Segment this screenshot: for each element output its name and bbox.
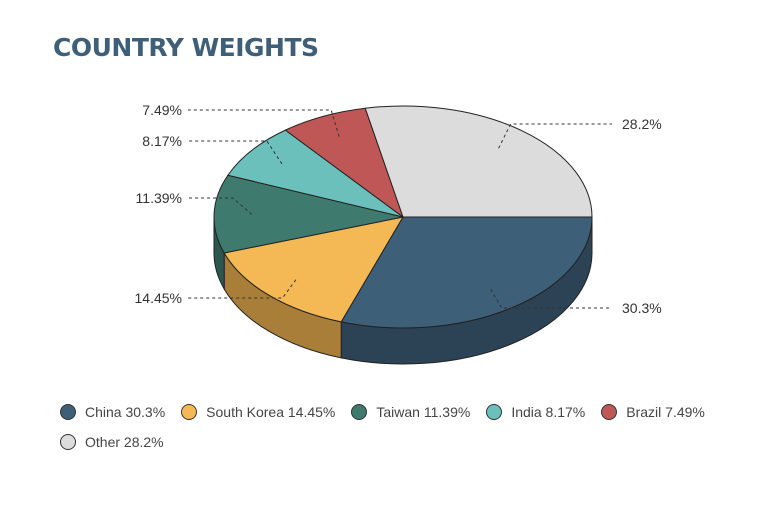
legend-label: Other 28.2% bbox=[85, 434, 164, 450]
legend-label: South Korea 14.45% bbox=[206, 404, 336, 420]
slice-south-korea bbox=[223, 216, 404, 323]
legend-swatch bbox=[181, 404, 198, 420]
legend-swatch bbox=[60, 434, 76, 450]
pie-tops bbox=[213, 105, 593, 329]
legend-swatch bbox=[601, 404, 618, 420]
data-label-brazil: 7.49% bbox=[142, 102, 182, 118]
legend-item-other[interactable]: Other 28.2% bbox=[60, 432, 164, 452]
data-label-taiwan: 11.39% bbox=[136, 190, 182, 206]
slice-taiwan bbox=[213, 174, 404, 254]
data-label-other: 28.2% bbox=[622, 116, 662, 132]
data-labels: 30.3% 14.45% 11.39% 8.17% 7.49% 28.2% bbox=[135, 102, 662, 316]
legend-item-brazil[interactable]: Brazil 7.49% bbox=[601, 402, 705, 422]
leader-line bbox=[188, 279, 297, 299]
leader-line bbox=[490, 289, 612, 309]
chart-legend: China 30.3% South Korea 14.45% Taiwan 11.3… bbox=[60, 402, 750, 452]
chart-title: COUNTRY WEIGHTS bbox=[53, 33, 319, 62]
legend-label: Taiwan 11.39% bbox=[376, 404, 471, 420]
data-label-south-korea: 14.45% bbox=[135, 290, 182, 306]
leader-line bbox=[188, 140, 283, 165]
pie-chart: 30.3% 14.45% 11.39% 8.17% 7.49% 28.2% bbox=[135, 102, 662, 365]
legend-label: India 8.17% bbox=[511, 404, 586, 420]
slice-other bbox=[364, 105, 593, 218]
legend-item-india[interactable]: India 8.17% bbox=[486, 402, 585, 422]
legend-swatch bbox=[351, 404, 368, 420]
legend-swatch bbox=[60, 404, 76, 420]
data-label-china: 30.3% bbox=[622, 300, 662, 316]
data-label-india: 8.17% bbox=[142, 133, 182, 149]
legend-label: Brazil 7.49% bbox=[626, 404, 705, 420]
slice-china bbox=[340, 216, 593, 329]
leader-line bbox=[188, 197, 253, 215]
legend-label: China 30.3% bbox=[85, 404, 166, 420]
legend-item-china[interactable]: China 30.3% bbox=[60, 402, 165, 422]
slice-india bbox=[227, 129, 404, 218]
legend-item-taiwan[interactable]: Taiwan 11.39% bbox=[351, 402, 470, 422]
legend-item-south-korea[interactable]: South Korea 14.45% bbox=[181, 402, 335, 422]
legend-swatch bbox=[486, 404, 503, 420]
